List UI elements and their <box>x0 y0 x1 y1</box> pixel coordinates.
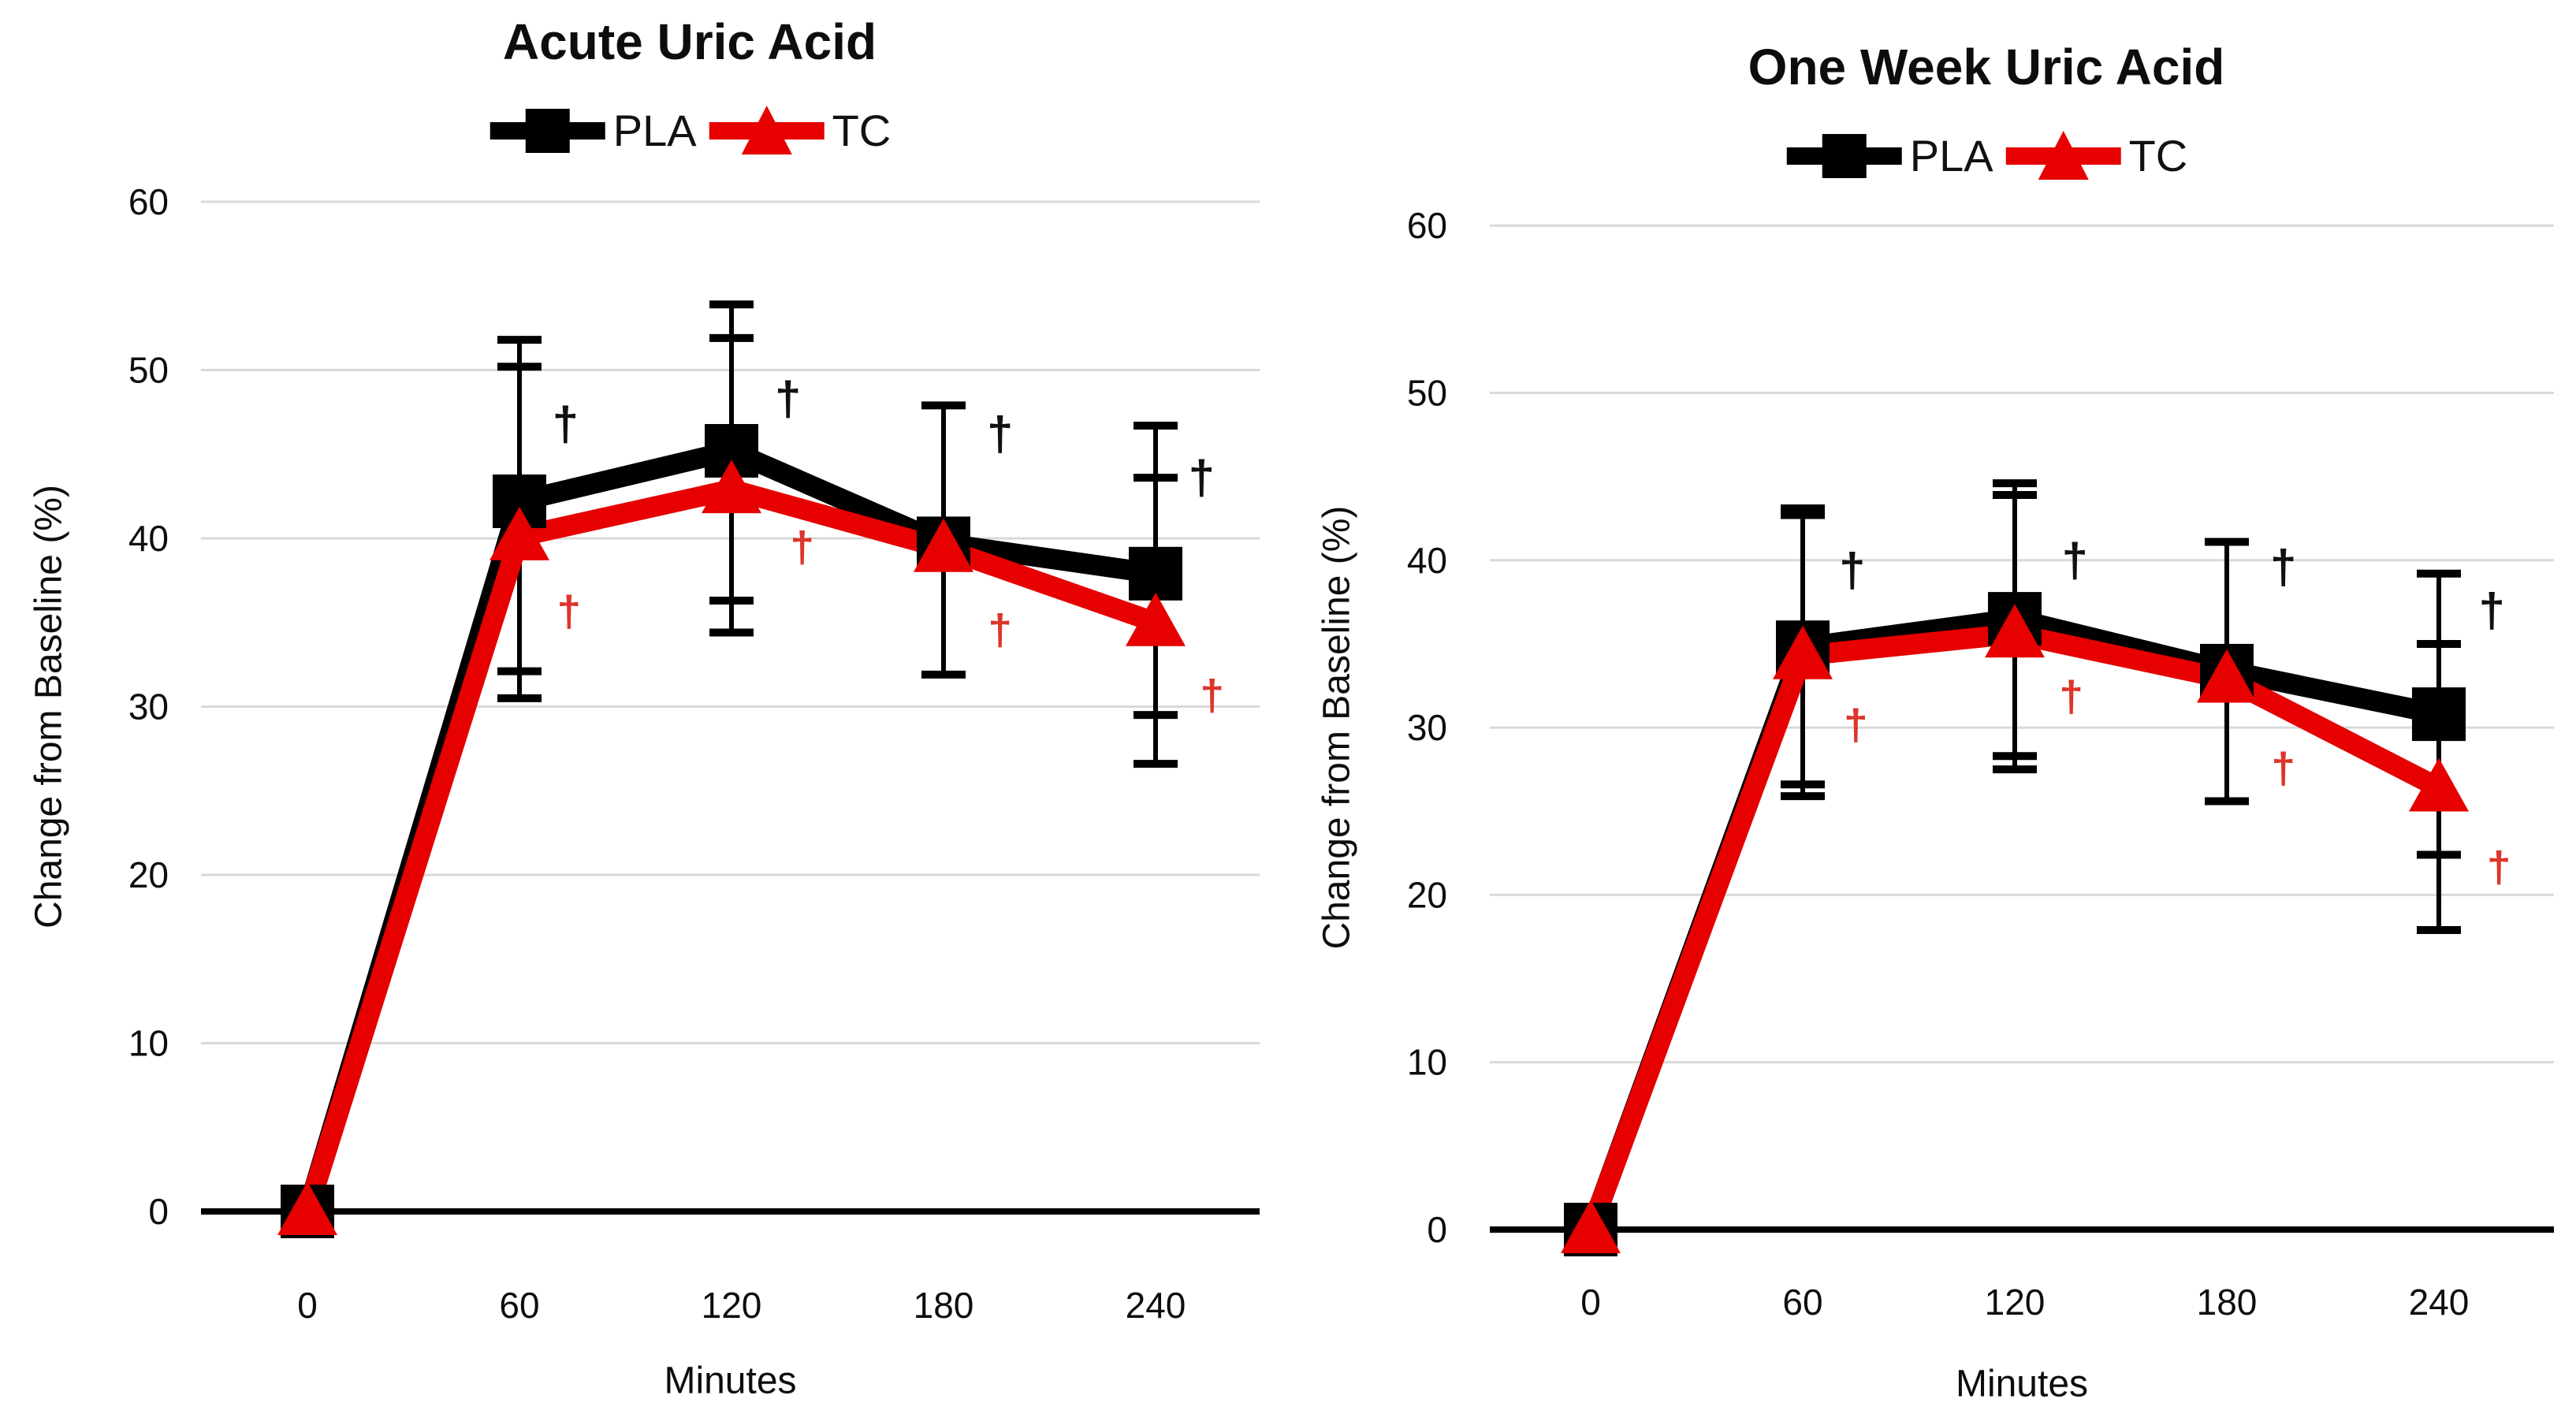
dagger-black-annotation: † <box>1839 544 1865 597</box>
marker-square-PLA-240 <box>2411 687 2466 742</box>
marker-triangle-TC-60 <box>489 506 549 560</box>
chart-title: One Week Uric Acid <box>1748 39 2225 95</box>
legend: PLA TC <box>1785 131 2188 181</box>
marker-triangle-TC-240 <box>2408 757 2469 812</box>
legend-label-tc: TC <box>832 106 892 155</box>
y-tick-label-40: 40 <box>1407 540 1447 581</box>
dagger-red-annotation: † <box>557 586 581 635</box>
y-tick-label-50: 50 <box>128 350 169 391</box>
dagger-red-annotation: † <box>1200 671 1224 720</box>
legend-item-pla: PLA <box>1785 131 1993 181</box>
marker-triangle-TC-180 <box>2196 649 2257 703</box>
y-axis-title: Change from Baseline (%) <box>28 485 70 928</box>
legend: PLA TC <box>489 106 892 156</box>
y-tick-label-40: 40 <box>128 518 169 559</box>
y-tick-label-60: 60 <box>1407 205 1447 246</box>
legend-label-pla: PLA <box>612 106 697 155</box>
marker-square-PLA-240 <box>1128 546 1182 601</box>
dagger-red-annotation: † <box>2059 672 2083 720</box>
dagger-black-annotation: † <box>2062 534 2088 586</box>
dagger-black-annotation: † <box>775 372 801 425</box>
y-tick-label-0: 0 <box>148 1191 169 1232</box>
x-axis-title: Minutes <box>1956 1364 2088 1405</box>
marker-triangle-TC-0 <box>277 1181 337 1235</box>
marker-triangle-TC-120 <box>701 460 761 514</box>
dagger-red-annotation: † <box>790 523 814 571</box>
x-tick-label-0: 0 <box>297 1285 318 1326</box>
dagger-red-annotation: † <box>2487 842 2511 891</box>
marker-triangle-TC-240 <box>1125 592 1186 646</box>
pla-square-marker-icon <box>1786 134 1902 178</box>
chart-title: Acute Uric Acid <box>502 13 877 70</box>
tc-triangle-marker-icon <box>2005 131 2121 180</box>
legend-item-tc: TC <box>708 106 892 156</box>
y-tick-label-10: 10 <box>1407 1042 1447 1083</box>
y-tick-label-10: 10 <box>128 1023 169 1064</box>
dagger-black-annotation: † <box>2479 584 2505 637</box>
dagger-black-annotation: † <box>987 407 1013 460</box>
marker-triangle-TC-180 <box>913 518 973 572</box>
x-tick-label-120: 120 <box>1985 1282 2046 1323</box>
dagger-red-annotation: † <box>2271 743 2295 792</box>
y-tick-label-30: 30 <box>128 687 169 727</box>
marker-triangle-TC-120 <box>1984 604 2045 658</box>
x-tick-label-0: 0 <box>1580 1282 1601 1323</box>
plot-area-one-week: † † † † † † † † 0 10 20 30 40 50 60 0 60 120 180 240 Minutes… <box>1316 205 2554 1405</box>
legend-item-tc: TC <box>2005 131 2188 181</box>
x-tick-label-240: 240 <box>2409 1282 2470 1323</box>
y-tick-label-20: 20 <box>128 854 169 895</box>
x-tick-label-240: 240 <box>1126 1285 1186 1326</box>
tc-triangle-marker-icon <box>709 106 825 154</box>
legend-item-pla: PLA <box>489 106 697 156</box>
x-tick-label-180: 180 <box>2197 1282 2258 1323</box>
chart-panel-one-week-uric-acid: One Week Uric Acid PLA TC † † † † † † † † 0 10 20 3… <box>1288 0 2576 1414</box>
legend-label-tc: TC <box>2128 131 2188 180</box>
dagger-black-annotation: † <box>1189 452 1215 504</box>
x-tick-label-60: 60 <box>499 1285 539 1326</box>
x-tick-label-180: 180 <box>914 1285 974 1326</box>
y-tick-label-30: 30 <box>1407 707 1447 748</box>
chart-panel-acute-uric-acid: Acute Uric Acid PLA TC † † † † † † † † 0 10 20 30 40… <box>28 13 1260 1402</box>
dagger-black-annotation: † <box>553 397 579 450</box>
dagger-red-annotation: † <box>988 605 1012 653</box>
pla-square-marker-icon <box>490 109 605 153</box>
marker-triangle-TC-60 <box>1772 625 1833 679</box>
dagger-black-annotation: † <box>2270 541 2296 594</box>
y-tick-label-60: 60 <box>128 181 169 222</box>
plot-area-acute: † † † † † † † † 0 10 20 30 40 50 60 0 60 120 180 240 Minutes… <box>28 181 1260 1402</box>
x-tick-label-120: 120 <box>702 1285 762 1326</box>
legend-label-pla: PLA <box>1909 131 1993 180</box>
y-axis-title: Change from Baseline (%) <box>1316 506 1358 950</box>
y-tick-label-0: 0 <box>1427 1209 1447 1250</box>
y-tick-label-20: 20 <box>1407 874 1447 915</box>
x-axis-title: Minutes <box>664 1360 796 1402</box>
x-tick-label-60: 60 <box>1782 1282 1822 1323</box>
dagger-red-annotation: † <box>1844 700 1868 749</box>
marker-triangle-TC-0 <box>1561 1200 1621 1253</box>
y-tick-label-50: 50 <box>1407 373 1447 414</box>
